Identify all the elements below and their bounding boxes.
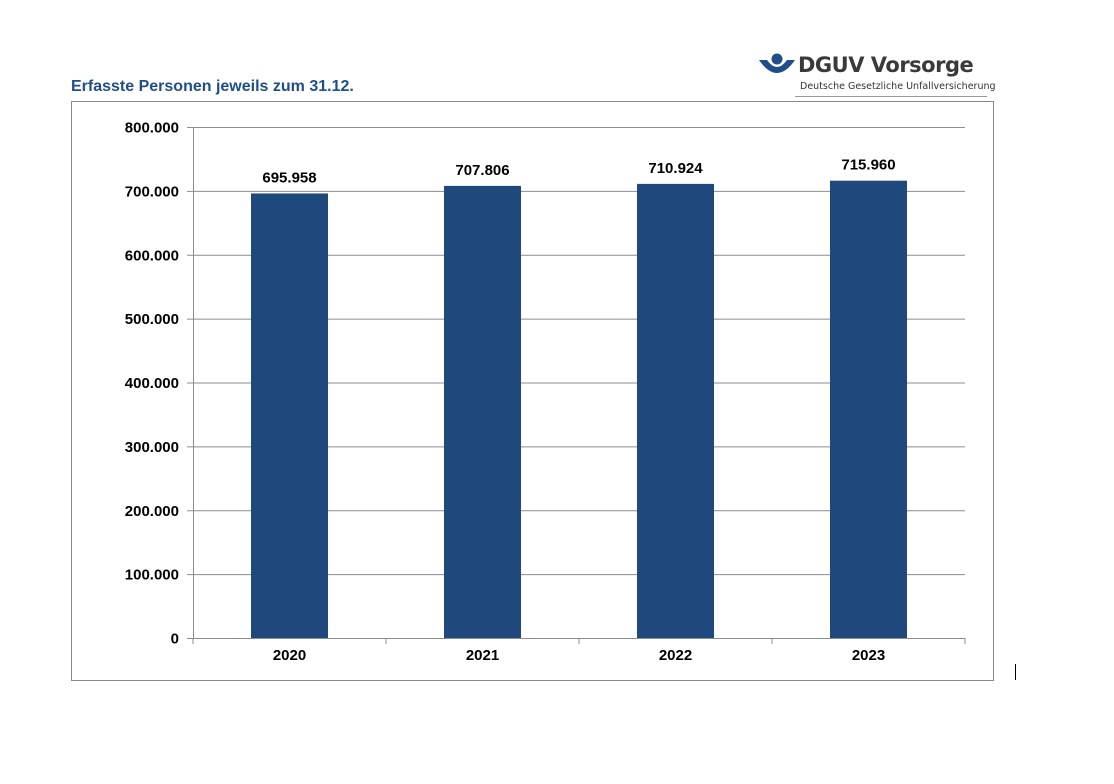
y-tick-label: 700.000 — [125, 183, 179, 200]
bar — [444, 185, 521, 638]
y-tick-label: 0 — [171, 631, 179, 648]
y-tick-label: 400.000 — [125, 375, 179, 392]
logo-divider — [795, 96, 987, 97]
data-label: 710.924 — [648, 160, 703, 177]
x-tick-label: 2023 — [852, 647, 885, 664]
chart-title: Erfasste Personen jeweils zum 31.12. — [71, 78, 354, 95]
y-tick-label: 500.000 — [125, 311, 179, 328]
y-tick-label: 100.000 — [125, 567, 179, 584]
dguv-emblem-icon — [759, 53, 795, 73]
bar — [830, 180, 907, 639]
logo-subtitle: Deutsche Gesetzliche Unfallversicherung — [800, 81, 996, 92]
data-label: 695.958 — [262, 169, 316, 186]
x-tick-label: 2022 — [659, 647, 692, 664]
x-tick-label: 2021 — [466, 647, 499, 664]
y-tick-label: 600.000 — [125, 247, 179, 264]
chart-frame — [71, 101, 994, 681]
logo-name: DGUV Vorsorge — [798, 53, 974, 77]
bar — [637, 183, 714, 639]
dguv-logo: DGUV Vorsorge Deutsche Gesetzliche Unfal… — [758, 50, 996, 96]
bar — [251, 193, 328, 638]
y-tick-label: 800.000 — [125, 120, 179, 137]
y-tick-label: 200.000 — [125, 503, 179, 520]
data-label: 707.806 — [455, 162, 509, 179]
data-label: 715.960 — [841, 157, 895, 174]
x-tick-label: 2020 — [273, 647, 306, 664]
text-cursor — [1015, 664, 1016, 680]
y-tick-label: 300.000 — [125, 439, 179, 456]
